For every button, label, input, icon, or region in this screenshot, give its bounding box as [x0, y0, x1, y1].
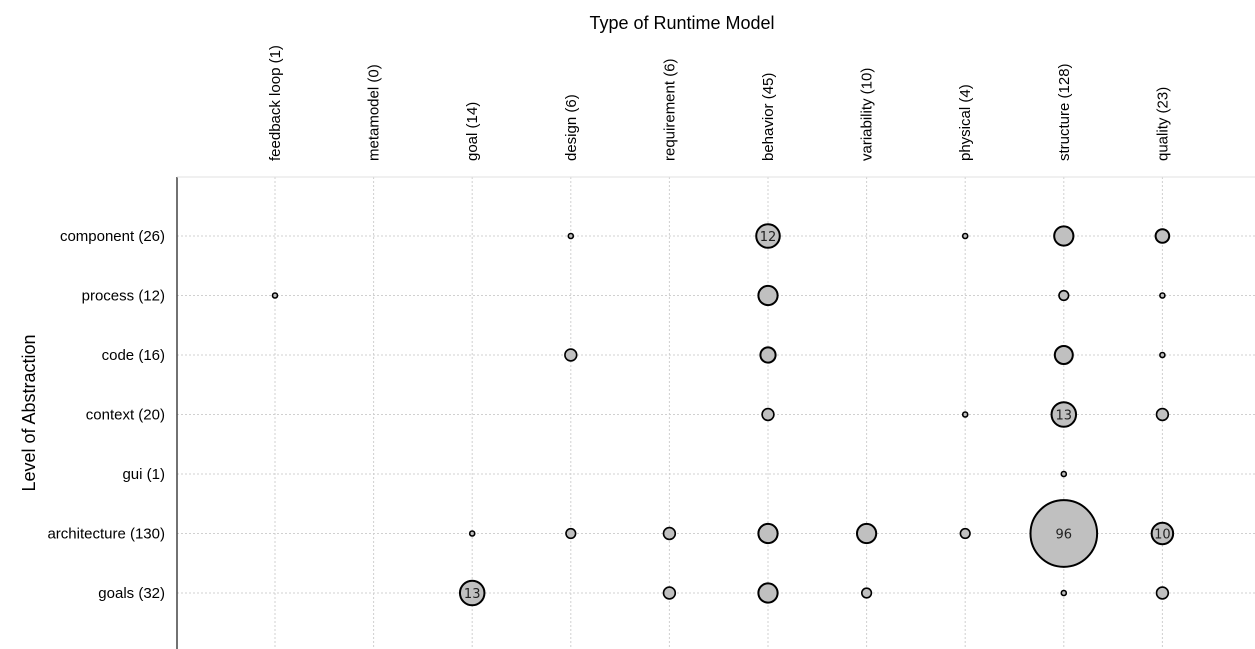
bubble-context-physical: [961, 411, 969, 418]
bubble-architecture-quality: [1150, 521, 1175, 546]
bubble-architecture-structure: [1029, 499, 1099, 568]
x-tick-physical: physical (4): [957, 84, 974, 161]
y-tick-gui: gui (1): [122, 466, 165, 483]
bubble-code-quality: [1159, 351, 1166, 359]
y-tick-architecture: architecture (130): [47, 526, 165, 543]
x-tick-requirement: requirement (6): [661, 58, 678, 161]
bubble-component-design: [567, 232, 575, 240]
x-tick-goal: goal (14): [464, 102, 481, 161]
bubble-goals-goal: [458, 579, 486, 607]
bubble-component-quality: [1154, 228, 1171, 244]
x-tick-quality: quality (23): [1154, 87, 1171, 161]
bubble-architecture-variability: [855, 522, 878, 545]
bubble-process-quality: [1159, 292, 1166, 299]
x-axis-title: Type of Runtime Model: [589, 13, 774, 33]
bubble-label-architecture-structure: 96: [1056, 528, 1073, 543]
bubble-code-structure: [1053, 345, 1074, 365]
bubble-code-behavior: [759, 346, 777, 364]
bubble-label-architecture-quality: 10: [1154, 528, 1171, 543]
y-tick-code: code (16): [102, 347, 165, 364]
bubble-goals-quality: [1155, 586, 1170, 600]
y-tick-labels: component (26) process (12) code (16) conte…: [47, 228, 165, 602]
bubble-component-physical: [961, 232, 969, 240]
x-tick-labels: feedback loop (1) metamodel (0) goal (14) d…: [267, 45, 1171, 161]
x-tick-metamodel: metamodel (0): [366, 64, 383, 161]
bubble-component-behavior: [755, 223, 781, 249]
bubble-process-behavior: [757, 284, 779, 307]
bubble-gui-structure: [1060, 470, 1068, 478]
bubbles: 12 13 96 10 13: [271, 223, 1175, 607]
x-tick-design: design (6): [563, 94, 580, 161]
grid-layer: [177, 177, 1255, 649]
bubble-goals-requirement: [662, 586, 677, 600]
y-tick-process: process (12): [82, 288, 165, 305]
bubble-architecture-behavior: [757, 522, 779, 545]
x-tick-feedback-loop: feedback loop (1): [267, 45, 284, 161]
y-axis-title: Level of Abstraction: [19, 334, 39, 491]
bubble-context-behavior: [761, 407, 775, 422]
bubble-code-design: [564, 348, 578, 362]
y-tick-context: context (20): [86, 407, 165, 424]
x-tick-structure: structure (128): [1056, 63, 1073, 161]
bubble-goals-structure: [1060, 589, 1068, 597]
bubble-component-structure: [1053, 225, 1075, 247]
bubble-architecture-design: [565, 527, 577, 540]
bubble-process-feedback-loop: [271, 292, 279, 299]
bubble-goals-behavior: [757, 582, 779, 604]
bubble-goals-variability: [860, 587, 873, 599]
bubble-label-goals-goal: 13: [464, 587, 481, 602]
bubble-context-structure: [1050, 401, 1078, 428]
bubble-label-component-behavior: 12: [760, 230, 777, 245]
x-tick-variability: variability (10): [859, 68, 876, 161]
bubble-architecture-goal: [468, 530, 476, 537]
x-tick-behavior: behavior (45): [760, 73, 777, 161]
bubble-context-quality: [1155, 407, 1170, 422]
bubble-architecture-physical: [959, 527, 971, 540]
y-tick-goals: goals (32): [98, 585, 165, 602]
bubble-label-context-structure: 13: [1056, 409, 1073, 424]
bubble-architecture-requirement: [662, 526, 677, 541]
y-tick-component: component (26): [60, 228, 165, 245]
bubble-process-structure: [1058, 289, 1070, 302]
